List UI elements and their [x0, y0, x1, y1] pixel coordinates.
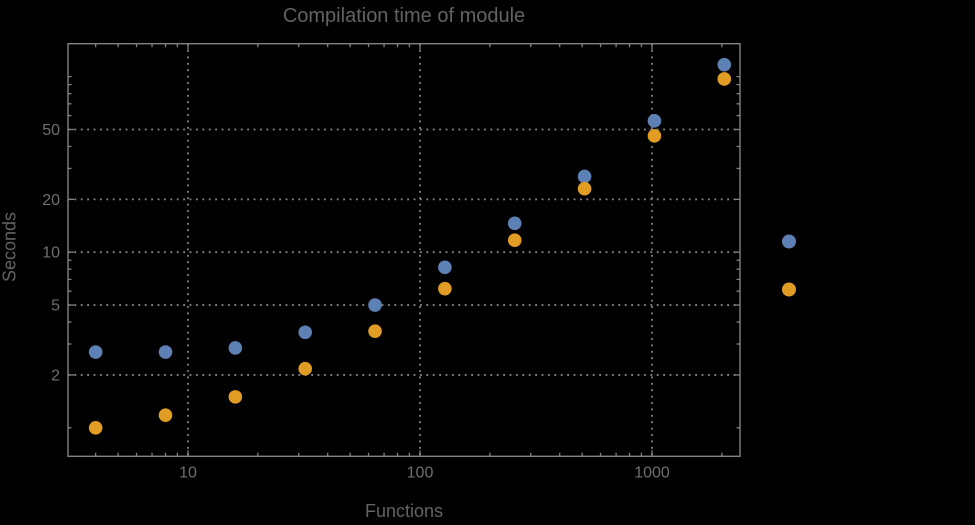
data-point-orange — [577, 181, 592, 196]
data-point-blue — [647, 114, 662, 128]
y-tick-label: 50 — [42, 122, 60, 139]
x-tick-label: 10 — [179, 464, 197, 481]
legend-marker-orange — [782, 282, 796, 297]
data-point-blue — [228, 341, 243, 355]
chart-title: Compilation time of module — [282, 5, 526, 27]
y-tick-label: 5 — [51, 298, 60, 315]
plot-frame — [67, 43, 741, 458]
data-point-orange — [507, 233, 522, 248]
data-point-blue — [438, 260, 452, 275]
data-point-blue — [88, 345, 103, 359]
x-tick-label: 1000 — [634, 464, 670, 481]
data-point-orange — [228, 390, 243, 404]
data-point-orange — [647, 129, 662, 143]
data-point-orange — [368, 324, 382, 338]
data-point-orange — [88, 420, 103, 435]
data-point-orange — [717, 72, 732, 86]
data-point-blue — [298, 325, 312, 340]
legend-marker-blue — [782, 234, 796, 249]
data-point-blue — [158, 345, 173, 359]
data-point-blue — [368, 298, 382, 312]
data-point-blue — [717, 57, 732, 72]
y-tick-label: 10 — [42, 245, 60, 262]
data-point-orange — [298, 361, 312, 376]
data-point-blue — [577, 169, 592, 184]
x-axis-label: Functions — [364, 501, 444, 521]
y-tick-label: 20 — [42, 192, 60, 209]
data-point-blue — [507, 216, 522, 231]
x-tick-label: 100 — [407, 464, 434, 481]
data-point-orange — [158, 408, 173, 422]
y-tick-label: 2 — [51, 367, 60, 384]
data-point-orange — [438, 281, 452, 296]
